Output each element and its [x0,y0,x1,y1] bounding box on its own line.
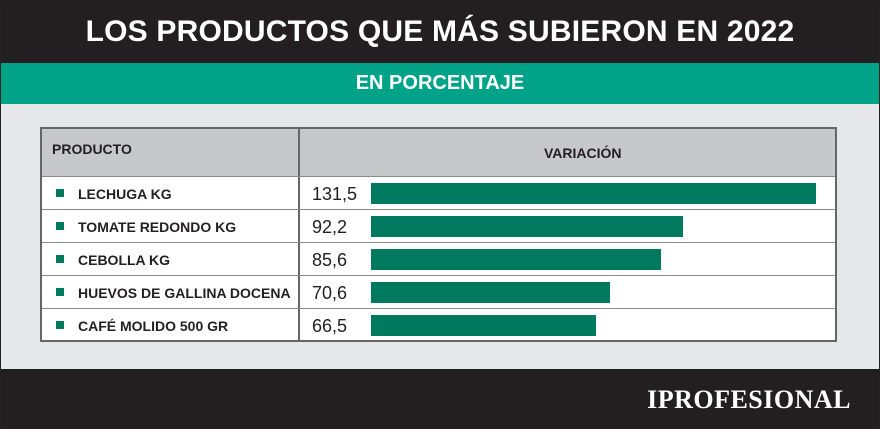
bullet-square-icon [56,255,64,263]
table-body: LECHUGA KG 131,5 TOMATE REDONDO KG 92,2 CEBO… [42,176,835,340]
table-row: CEBOLLA KG 85,6 [42,242,835,275]
column-header-product: PRODUCTO [52,141,132,157]
chart-subtitle: EN PORCENTAJE [355,72,525,94]
data-table: PRODUCTO VARIACIÓN LECHUGA KG 131,5 TOMATE… [40,127,837,342]
value-label: 85,6 [312,250,348,270]
bar [371,315,596,336]
table-row: HUEVOS DE GALLINA DOCENA 70,6 [42,275,835,308]
bar [371,183,816,204]
bullet-square-icon [56,189,64,197]
column-divider [298,129,300,340]
footer-bar: IPROFESIONAL [1,369,879,428]
value-label: 92,2 [312,217,348,237]
bullet-square-icon [56,222,64,230]
product-label: LECHUGA KG [78,186,172,202]
bullet-square-icon [56,288,64,296]
title-banner: LOS PRODUCTOS QUE MÁS SUBIERON EN 2022 [1,1,879,63]
brand-logo: IPROFESIONAL [647,385,851,414]
table-row: LECHUGA KG 131,5 [42,176,835,209]
table-row: CAFÉ MOLIDO 500 GR 66,5 [42,308,835,341]
bar [371,216,683,237]
bar [371,249,661,270]
chart-title: LOS PRODUCTOS QUE MÁS SUBIERON EN 2022 [85,15,795,48]
column-header-variation: VARIACIÓN [544,145,622,161]
bullet-square-icon [56,321,64,329]
value-label: 70,6 [312,283,348,303]
product-label: CEBOLLA KG [78,252,171,268]
table-header: PRODUCTO VARIACIÓN [42,129,835,176]
bar [371,282,610,303]
value-label: 131,5 [312,184,358,204]
table-row: TOMATE REDONDO KG 92,2 [42,209,835,242]
subtitle-banner: EN PORCENTAJE [1,63,879,104]
product-label: HUEVOS DE GALLINA DOCENA [78,285,291,301]
product-label: TOMATE REDONDO KG [78,219,237,235]
value-label: 66,5 [312,316,348,336]
product-label: CAFÉ MOLIDO 500 GR [78,318,229,334]
